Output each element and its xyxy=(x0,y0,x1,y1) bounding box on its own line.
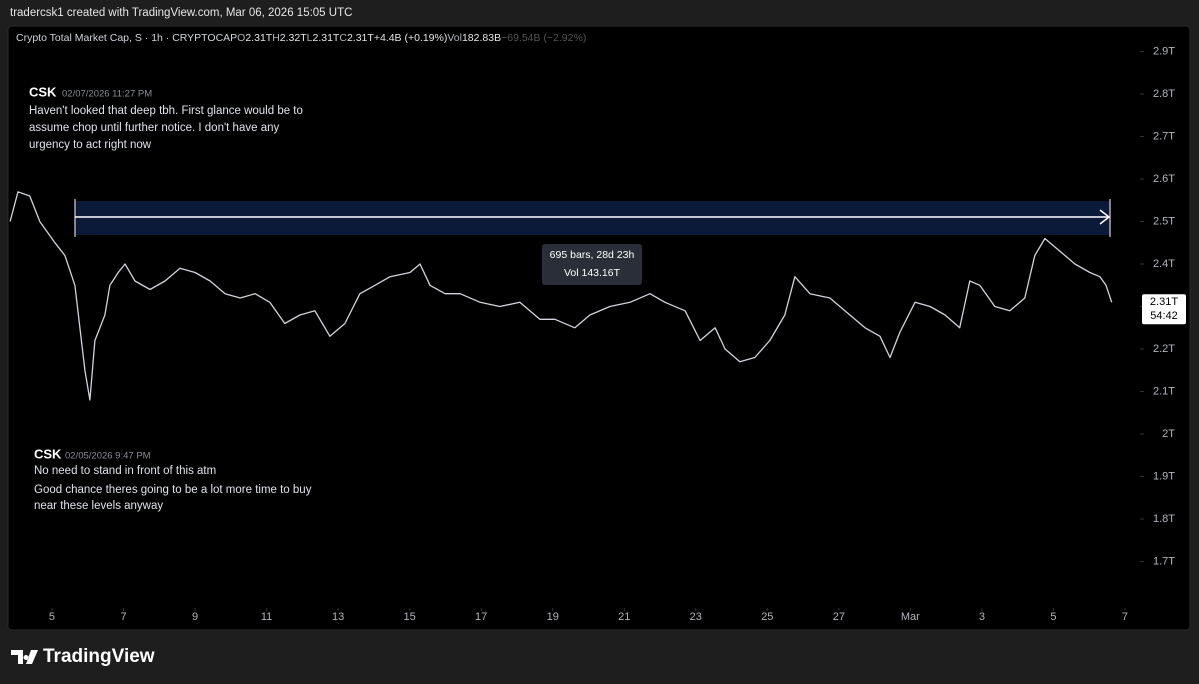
stat-value: 2.31T xyxy=(347,32,374,44)
x-tick-label: 17 xyxy=(475,611,487,623)
last-price-box xyxy=(1142,294,1186,325)
y-tick-label: 2.1T xyxy=(1153,385,1175,397)
x-tick-label: 7 xyxy=(120,611,126,623)
chart-header: Crypto Total Market Cap, S · 1h · CRYPTO… xyxy=(16,32,586,44)
stat-key: O xyxy=(237,32,245,44)
note-date: 02/07/2026 11:27 PM xyxy=(62,89,152,100)
x-tick-label: 3 xyxy=(979,611,985,623)
note-line: assume chop until further notice. I don'… xyxy=(29,122,279,134)
note-author: CSK xyxy=(29,84,57,99)
stat-key: C xyxy=(339,32,347,44)
note-line: No need to stand in front of this atm xyxy=(34,465,216,477)
chart-panel xyxy=(7,25,1191,631)
y-tick-label: 2.4T xyxy=(1153,258,1175,270)
brand: TradingView xyxy=(43,646,155,667)
stat-value: −69.54B (−2.92%) xyxy=(501,32,586,44)
last-price-label: 2.31T xyxy=(1150,296,1178,308)
measure-label: 695 bars, 28d 23h xyxy=(550,249,635,261)
x-tick-label: 7 xyxy=(1122,611,1128,623)
stat-value: 2.31T xyxy=(245,32,272,44)
y-tick-label: 2.8T xyxy=(1153,88,1175,100)
note-author: CSK xyxy=(34,446,62,461)
x-tick-label: 25 xyxy=(761,611,773,623)
countdown: 54:42 xyxy=(1150,310,1178,322)
stat-key: Vol xyxy=(447,32,462,44)
stat-value: 2.32T xyxy=(280,32,307,44)
note-line: Haven't looked that deep tbh. First glan… xyxy=(29,105,303,117)
x-tick-label: 23 xyxy=(690,611,702,623)
chart-title: Crypto Total Market Cap, S · 1h · CRYPTO… xyxy=(16,32,237,44)
x-tick-label: 5 xyxy=(1050,611,1056,623)
price-line xyxy=(9,191,1113,401)
x-tick-label: 15 xyxy=(404,611,416,623)
stat-key: H xyxy=(272,32,280,44)
y-tick-label: 2T xyxy=(1162,428,1175,440)
measure-label: Vol 143.16T xyxy=(564,267,621,279)
y-tick-label: 1.7T xyxy=(1153,555,1175,567)
stat-value: 2.31T xyxy=(313,32,340,44)
x-tick-label: 21 xyxy=(618,611,630,623)
brand-logo: TradingView xyxy=(11,646,155,667)
note-date: 02/05/2026 9:47 PM xyxy=(65,451,151,462)
y-tick-label: 2.7T xyxy=(1153,130,1175,142)
x-tick-label: 5 xyxy=(49,611,55,623)
stat-value: 182.83B xyxy=(462,32,501,44)
stat-key: L xyxy=(307,32,313,44)
banner: tradercsk1 created with TradingView.com,… xyxy=(10,7,352,19)
x-tick-label: Mar xyxy=(901,611,920,623)
y-tick-label: 2.6T xyxy=(1153,173,1175,185)
measure-arrowhead xyxy=(1099,209,1111,225)
stat-value: +4.4B (+0.19%) xyxy=(374,32,448,44)
y-tick-label: 1.9T xyxy=(1153,470,1175,482)
y-tick-label: 1.8T xyxy=(1153,513,1175,525)
x-tick-label: 9 xyxy=(192,611,198,623)
y-tick-label: 2.9T xyxy=(1153,45,1175,57)
note-line: Good chance theres going to be a lot mor… xyxy=(34,484,312,496)
x-tick-label: 27 xyxy=(833,611,845,623)
x-tick-label: 19 xyxy=(547,611,559,623)
note-line: near these levels anyway xyxy=(34,500,163,512)
y-tick-label: 2.2T xyxy=(1153,343,1175,355)
note-line: urgency to act right now xyxy=(29,139,152,151)
x-tick-label: 13 xyxy=(332,611,344,623)
x-tick-label: 11 xyxy=(261,611,272,623)
measure-label-box xyxy=(542,244,642,285)
measure-range xyxy=(75,201,1110,235)
y-tick-label: 2.5T xyxy=(1153,215,1175,227)
